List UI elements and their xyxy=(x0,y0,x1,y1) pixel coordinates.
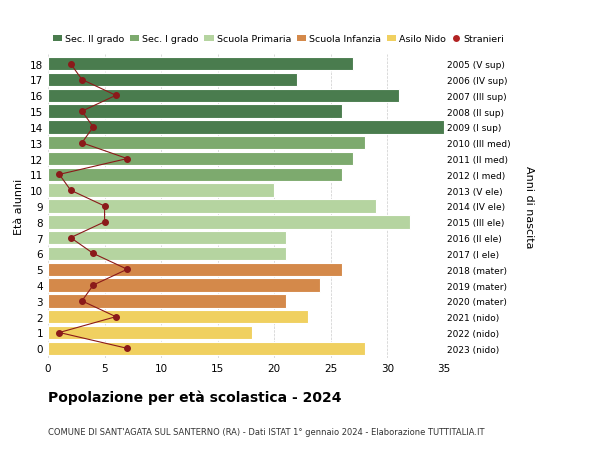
Text: Popolazione per età scolastica - 2024: Popolazione per età scolastica - 2024 xyxy=(48,390,341,405)
Y-axis label: Età alunni: Età alunni xyxy=(14,179,25,235)
Bar xyxy=(48,295,286,308)
Bar xyxy=(48,247,286,261)
Bar xyxy=(48,342,365,355)
Bar xyxy=(48,90,399,103)
Bar xyxy=(48,73,297,87)
Bar xyxy=(48,263,342,276)
Bar xyxy=(48,105,342,118)
Bar xyxy=(48,231,286,245)
Y-axis label: Anni di nascita: Anni di nascita xyxy=(524,165,534,248)
Bar xyxy=(48,216,410,229)
Text: COMUNE DI SANT'AGATA SUL SANTERNO (RA) - Dati ISTAT 1° gennaio 2024 - Elaborazio: COMUNE DI SANT'AGATA SUL SANTERNO (RA) -… xyxy=(48,427,485,436)
Bar xyxy=(48,137,365,150)
Bar xyxy=(48,326,251,340)
Bar xyxy=(48,152,353,166)
Legend: Sec. II grado, Sec. I grado, Scuola Primaria, Scuola Infanzia, Asilo Nido, Stran: Sec. II grado, Sec. I grado, Scuola Prim… xyxy=(53,35,505,45)
Bar xyxy=(48,310,308,324)
Bar xyxy=(48,200,376,213)
Bar xyxy=(48,184,274,197)
Bar xyxy=(48,121,444,134)
Bar xyxy=(48,58,353,71)
Bar xyxy=(48,279,320,292)
Bar xyxy=(48,168,342,182)
